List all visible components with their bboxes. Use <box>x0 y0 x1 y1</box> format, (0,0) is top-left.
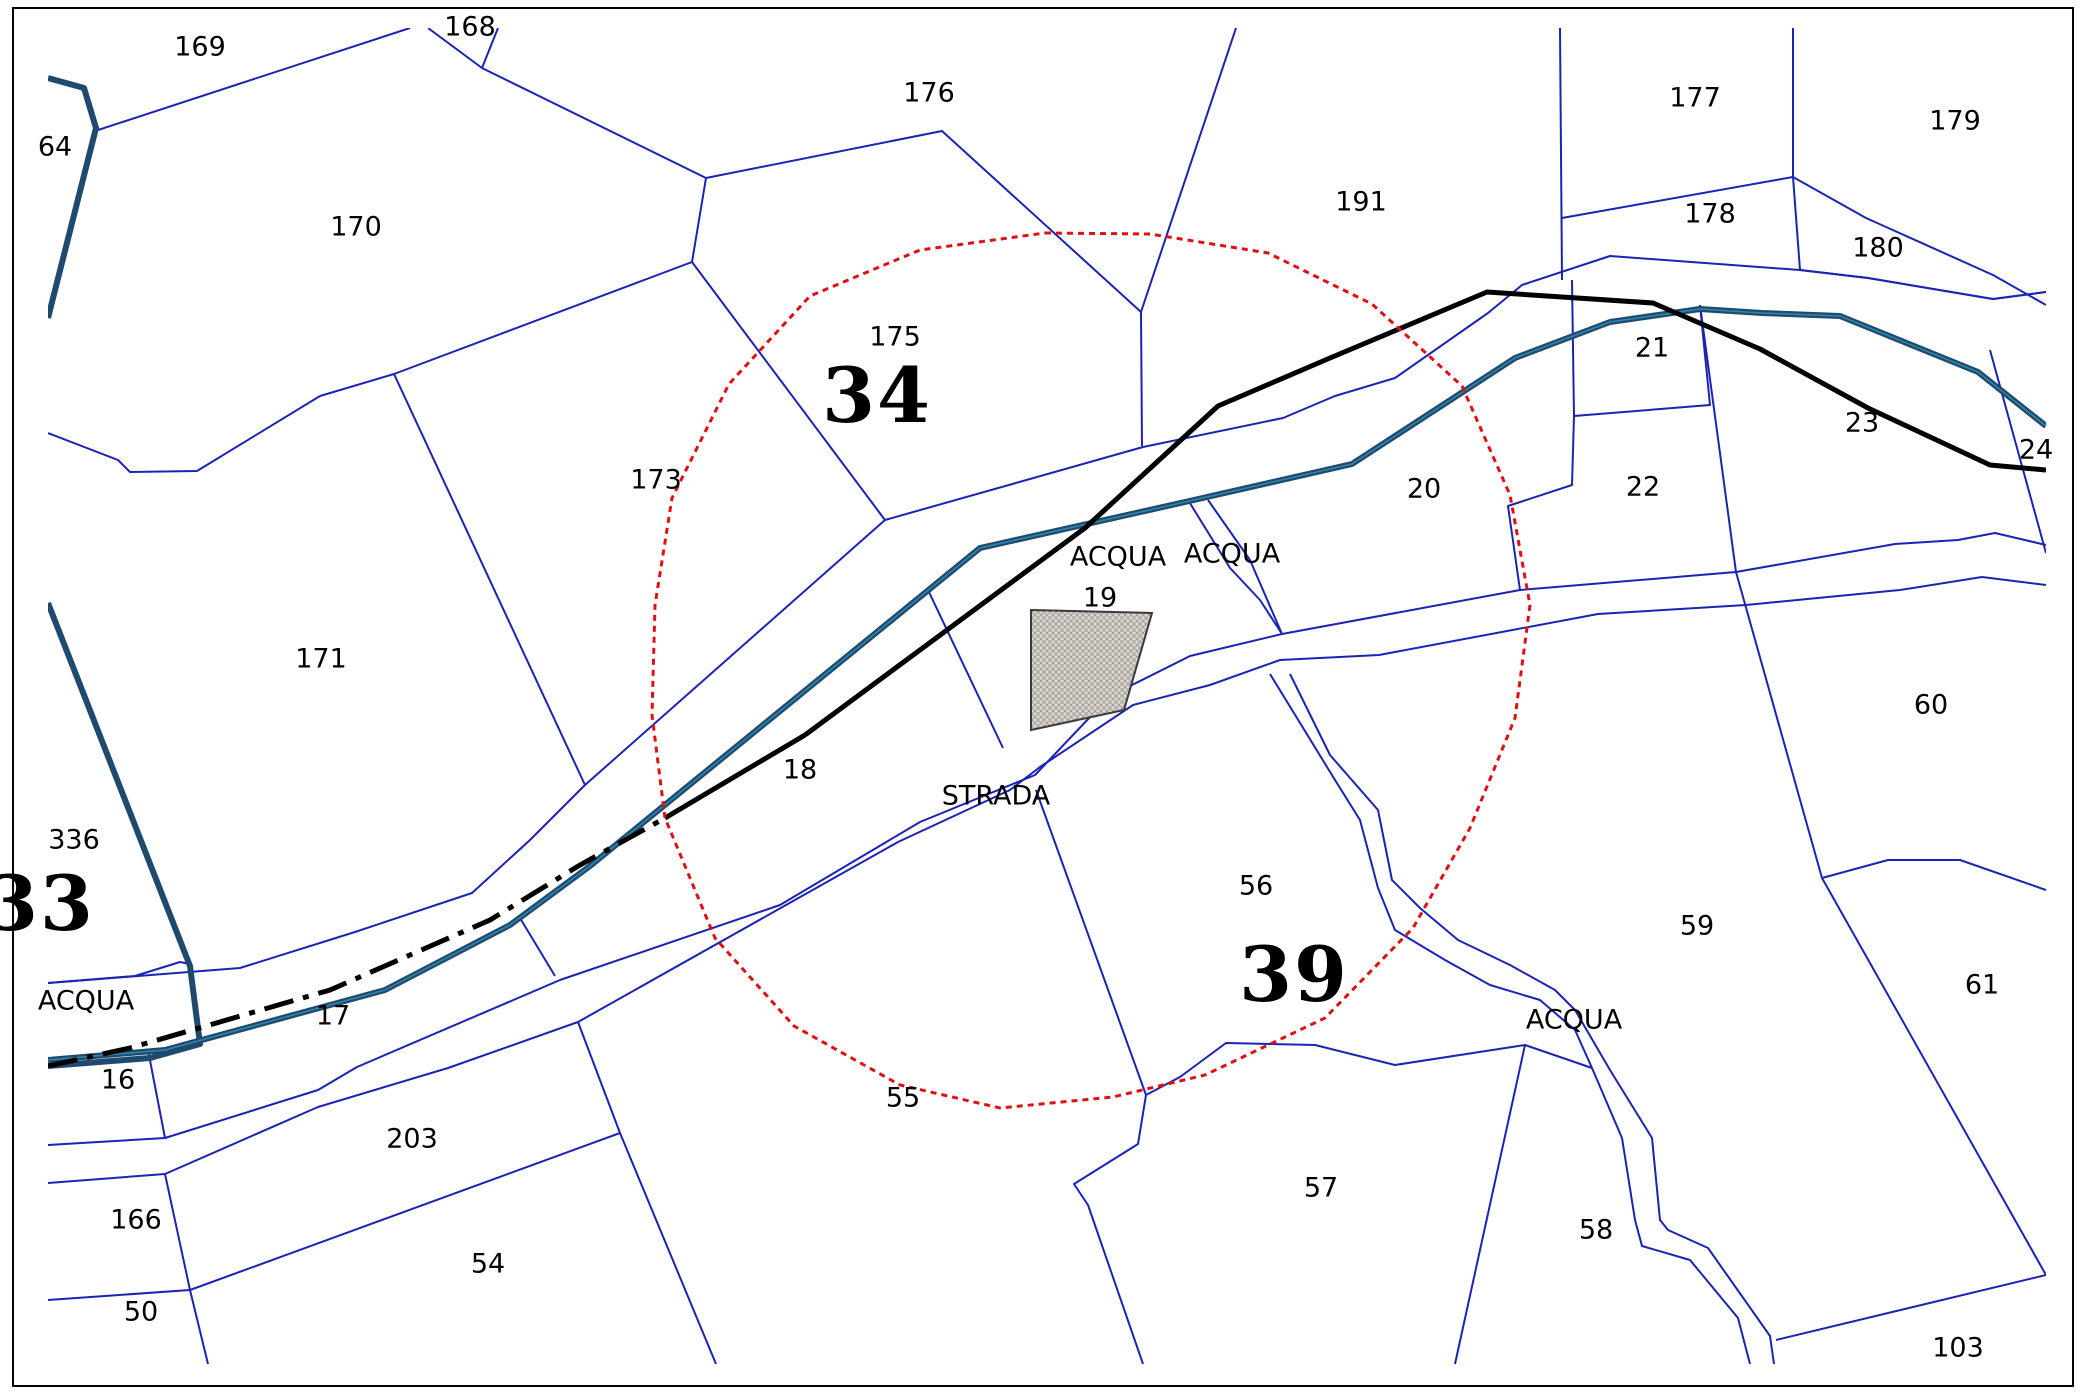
parcel-label: 103 <box>1932 1333 1984 1364</box>
parcel-label: 177 <box>1669 83 1721 114</box>
site-parcel[interactable] <box>1030 608 1154 732</box>
water-label: ACQUA <box>38 986 135 1017</box>
parcel-label: 23 <box>1845 408 1879 439</box>
parcel-label: 336 <box>48 825 100 856</box>
parcel-label: 168 <box>444 12 496 43</box>
parcel-label: 55 <box>886 1083 920 1114</box>
parcel-label: 54 <box>471 1249 505 1280</box>
parcel-label: 57 <box>1304 1173 1338 1204</box>
water-label: ACQUA <box>1070 542 1167 573</box>
water-label: ACQUA <box>1526 1005 1623 1036</box>
parcel-label: 60 <box>1914 690 1948 721</box>
parcel-label: 61 <box>1965 970 1999 1001</box>
road-label: STRADA <box>942 781 1051 812</box>
parcel-label: 24 <box>2019 435 2053 466</box>
map-border <box>12 7 2074 1387</box>
water-label: ACQUA <box>1184 539 1281 570</box>
parcel-label: 203 <box>386 1124 438 1155</box>
parcel-label: 64 <box>38 132 72 163</box>
parcel-label: 17 <box>316 1001 350 1032</box>
parcel-label: 169 <box>174 32 226 63</box>
water-course <box>48 75 2046 1069</box>
parcel-label: 191 <box>1335 187 1387 218</box>
administrative-boundary <box>48 289 2046 1069</box>
parcel-label: 19 <box>1083 583 1117 614</box>
parcel-boundaries <box>48 28 2046 1364</box>
sheet-number: 39 <box>1239 930 1349 1019</box>
parcel-label: 166 <box>110 1205 162 1236</box>
parcel-label: 180 <box>1852 233 1904 264</box>
parcel-label: 170 <box>330 212 382 243</box>
parcel-label: 18 <box>783 755 817 786</box>
parcel-label: 56 <box>1239 871 1273 902</box>
parcel-label: 171 <box>295 644 347 675</box>
feature-labels: ACQUA ACQUA ACQUA ACQUA STRADA <box>38 539 1623 1036</box>
parcel-label: 178 <box>1684 199 1736 230</box>
sheet-number: 33 <box>0 859 95 948</box>
parcel-label: 179 <box>1929 106 1981 137</box>
parcel-label: 58 <box>1579 1215 1613 1246</box>
parcel-label: 21 <box>1635 333 1669 364</box>
parcel-label: 20 <box>1407 474 1441 505</box>
parcel-label: 175 <box>869 322 921 353</box>
parcel-label: 50 <box>124 1297 158 1328</box>
parcel-label: 173 <box>630 465 682 496</box>
parcel-labels: 169 168 64 170 176 191 177 179 178 180 1… <box>38 12 2053 1364</box>
buffer-circle <box>650 231 1532 1110</box>
parcel-label: 22 <box>1626 472 1660 503</box>
sheet-labels: 34 33 39 <box>0 351 1349 1019</box>
parcel-label: 59 <box>1680 911 1714 942</box>
parcel-label: 176 <box>903 78 955 109</box>
sheet-number: 34 <box>822 351 932 440</box>
parcel-label: 16 <box>101 1065 135 1096</box>
